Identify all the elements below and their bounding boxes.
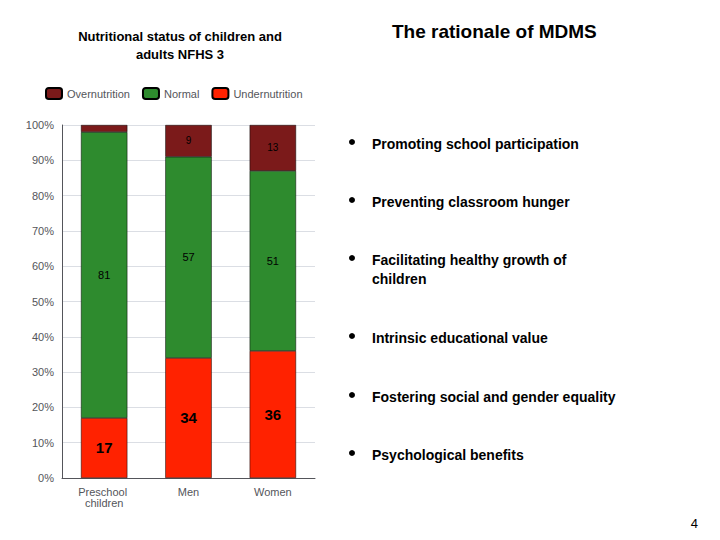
svg-text:51: 51 xyxy=(267,255,279,267)
svg-text:40%: 40% xyxy=(32,331,54,343)
svg-text:17: 17 xyxy=(96,439,113,456)
svg-text:Undernutrition: Undernutrition xyxy=(233,88,302,100)
svg-text:10%: 10% xyxy=(32,437,54,449)
svg-text:60%: 60% xyxy=(32,260,54,272)
svg-text:90%: 90% xyxy=(32,154,54,166)
svg-text:13: 13 xyxy=(267,142,279,153)
svg-text:Facilitating healthy growth of: Facilitating healthy growth of xyxy=(372,252,567,268)
svg-text:Preschool: Preschool xyxy=(78,485,131,498)
svg-text:0%: 0% xyxy=(38,472,54,484)
svg-text:children: children xyxy=(372,271,426,287)
svg-text:Men: Men xyxy=(178,486,199,498)
svg-text:36: 36 xyxy=(264,406,281,423)
svg-text:70%: 70% xyxy=(32,225,54,237)
svg-text:34: 34 xyxy=(180,409,197,426)
svg-text:Psychological benefits: Psychological benefits xyxy=(372,447,524,463)
svg-text:4: 4 xyxy=(691,516,698,531)
svg-text:Preventing classroom hunger: Preventing classroom hunger xyxy=(372,194,570,210)
svg-text:The rationale of MDMS: The rationale of MDMS xyxy=(392,21,597,42)
svg-text:Women: Women xyxy=(254,486,292,498)
svg-text:57: 57 xyxy=(182,251,194,263)
svg-text:Nutritional status of children: Nutritional status of children and xyxy=(78,29,282,44)
svg-text:9: 9 xyxy=(186,135,192,146)
svg-text:30%: 30% xyxy=(32,366,54,378)
svg-text:Fostering social and gender eq: Fostering social and gender equality xyxy=(372,389,616,405)
svg-text:Overnutrition: Overnutrition xyxy=(67,88,130,100)
svg-text:Normal: Normal xyxy=(164,88,199,100)
svg-text:50%: 50% xyxy=(32,296,54,308)
svg-text:adults NFHS 3: adults NFHS 3 xyxy=(136,47,224,62)
svg-text:80%: 80% xyxy=(32,190,54,202)
svg-text:81: 81 xyxy=(98,269,110,281)
svg-text:100%: 100% xyxy=(26,119,54,131)
svg-text:children: children xyxy=(85,497,124,509)
svg-text:Intrinsic educational value: Intrinsic educational value xyxy=(372,330,548,346)
svg-text:Promoting school participation: Promoting school participation xyxy=(372,136,579,152)
svg-text:20%: 20% xyxy=(32,401,54,413)
